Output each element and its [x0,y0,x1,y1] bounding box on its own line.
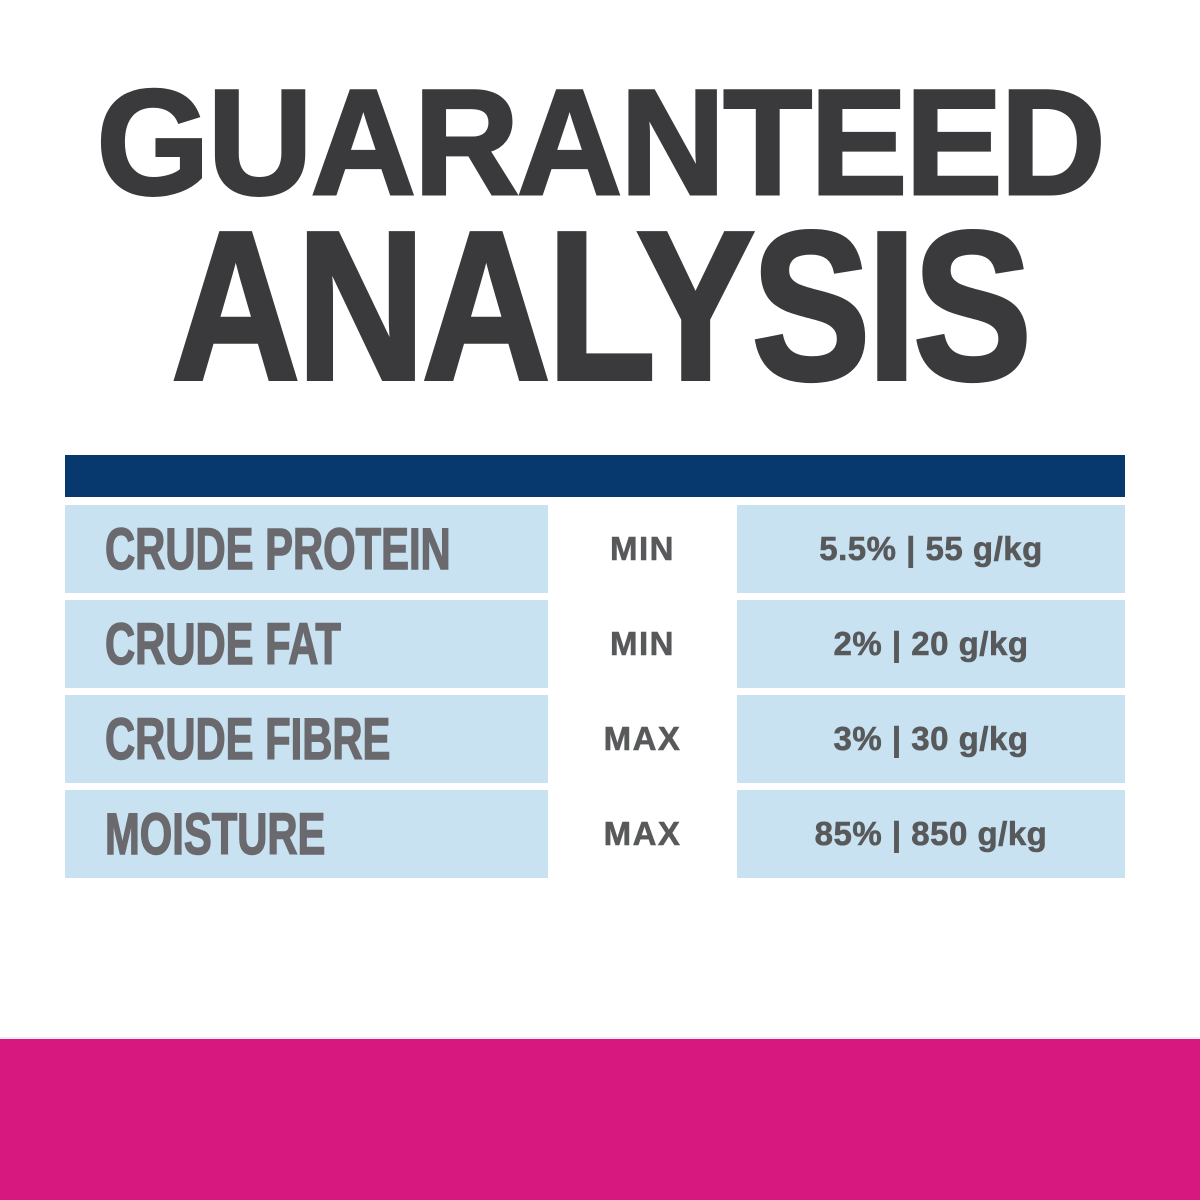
qualifier-label: MIN [610,530,675,568]
nutrient-cell: MOISTURE [65,790,548,878]
value-cell: 3% | 30 g/kg [737,695,1125,783]
qualifier-cell: MIN [548,600,737,688]
nutrient-label: CRUDE PROTEIN [104,516,451,583]
page-title-line1: GUARANTEED [95,58,1107,226]
nutrient-label: CRUDE FAT [104,611,341,678]
value-label: 85% | 850 g/kg [814,815,1048,853]
table-row-moisture: MOISTURE MAX 85% | 850 g/kg [65,790,1125,878]
table-row-crude-fat: CRUDE FAT MIN 2% | 20 g/kg [65,600,1125,688]
page-title-line2: ANALYSIS [170,187,1034,424]
qualifier-cell: MAX [548,790,737,878]
guaranteed-analysis-table: CRUDE PROTEIN MIN 5.5% | 55 g/kg CRUDE F… [65,455,1125,885]
qualifier-label: MAX [603,720,682,758]
table-header-bar [65,455,1125,497]
nutrient-cell: CRUDE FIBRE [65,695,548,783]
nutrient-label: CRUDE FIBRE [104,706,391,773]
page-title: GUARANTEED ANALYSIS [0,58,1200,424]
value-label: 2% | 20 g/kg [833,625,1029,663]
qualifier-label: MIN [610,625,675,663]
brand-footer-bar [0,1037,1200,1200]
value-label: 3% | 30 g/kg [833,720,1029,758]
value-cell: 85% | 850 g/kg [737,790,1125,878]
qualifier-cell: MAX [548,695,737,783]
value-cell: 5.5% | 55 g/kg [737,505,1125,593]
value-label: 5.5% | 55 g/kg [819,530,1043,568]
qualifier-cell: MIN [548,505,737,593]
qualifier-label: MAX [603,815,682,853]
nutrient-label: MOISTURE [104,801,326,868]
table-row-crude-protein: CRUDE PROTEIN MIN 5.5% | 55 g/kg [65,505,1125,593]
nutrient-cell: CRUDE PROTEIN [65,505,548,593]
nutrient-cell: CRUDE FAT [65,600,548,688]
table-row-crude-fibre: CRUDE FIBRE MAX 3% | 30 g/kg [65,695,1125,783]
value-cell: 2% | 20 g/kg [737,600,1125,688]
